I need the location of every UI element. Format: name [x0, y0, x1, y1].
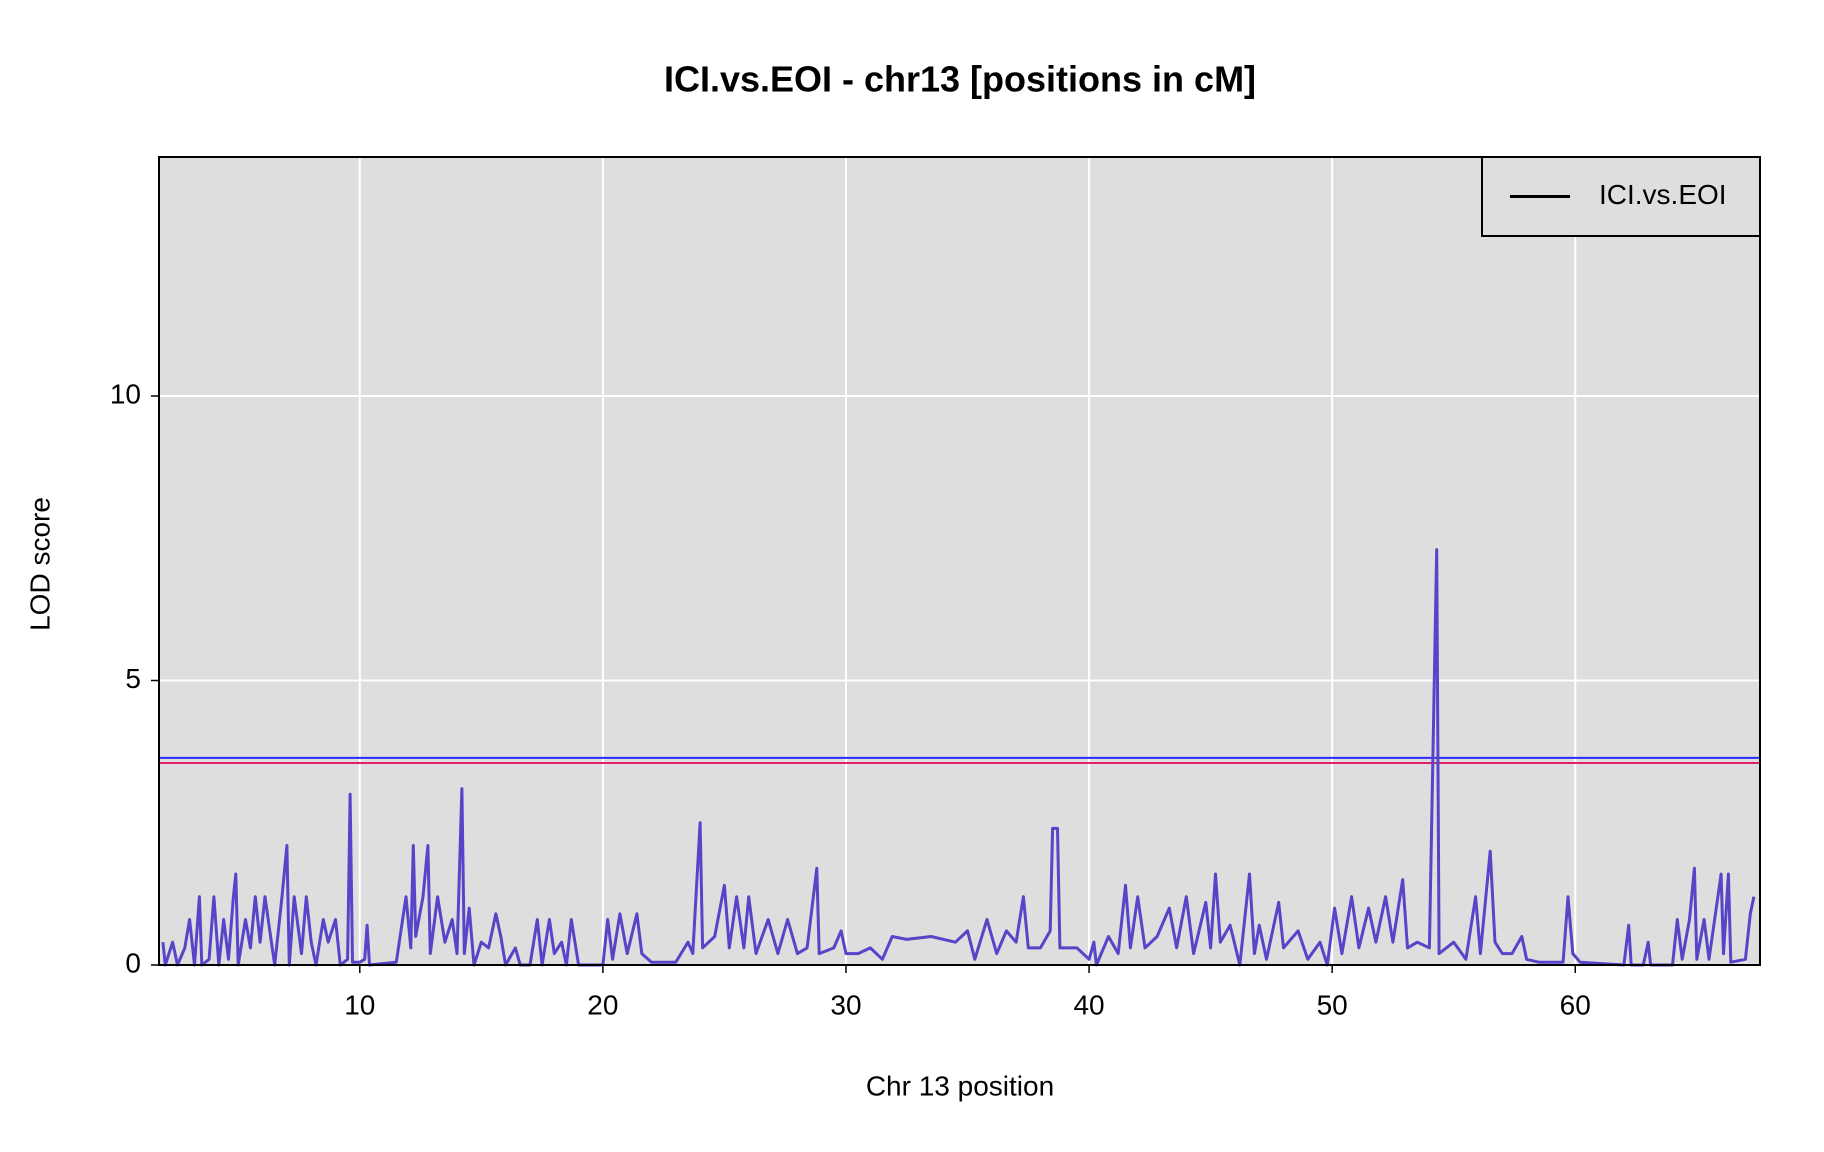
x-tick-label: 20 — [587, 989, 618, 1020]
chart-title: ICI.vs.EOI - chr13 [positions in cM] — [664, 59, 1256, 100]
y-tick-label: 10 — [110, 378, 141, 409]
y-axis-label: LOD score — [24, 497, 55, 631]
x-tick-label: 30 — [830, 989, 861, 1020]
legend-label: ICI.vs.EOI — [1599, 179, 1727, 210]
y-tick-label: 0 — [125, 947, 141, 978]
x-tick-label: 60 — [1560, 989, 1591, 1020]
x-axis-label: Chr 13 position — [866, 1070, 1054, 1101]
x-tick-label: 40 — [1073, 989, 1104, 1020]
plot-border — [158, 156, 1761, 966]
x-tick-label: 10 — [344, 989, 375, 1020]
series-line — [161, 548, 1756, 967]
plot-background — [159, 157, 1760, 965]
x-tick-label: 50 — [1317, 989, 1348, 1020]
y-tick-label: 5 — [125, 663, 141, 694]
